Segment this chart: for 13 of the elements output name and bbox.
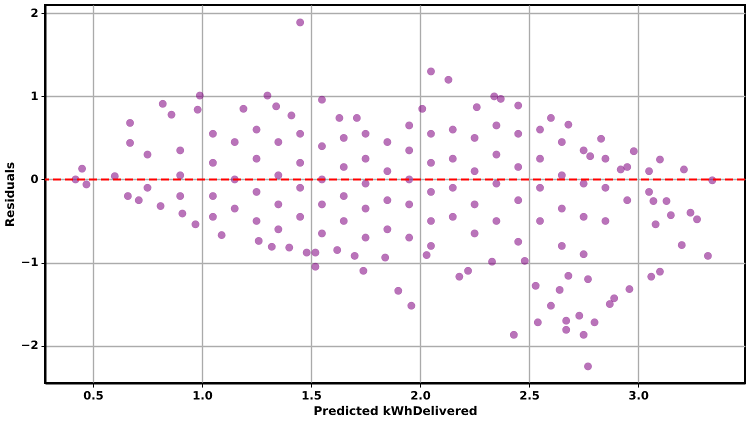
y-axis-title: Residuals (2, 162, 17, 228)
y-tick-label: −2 (20, 338, 38, 352)
x-tick-label: 2.5 (519, 388, 540, 402)
x-tick-label: 2.0 (410, 388, 431, 402)
y-tick-label: 0 (30, 172, 38, 186)
x-axis-title: Predicted kWhDelivered (313, 404, 478, 418)
y-tick-label: 2 (30, 6, 38, 20)
x-tick-label: 1.5 (301, 388, 322, 402)
x-tick-label: 0.5 (83, 388, 104, 402)
x-tick-label: 1.0 (192, 388, 213, 402)
y-tick-label: −1 (20, 255, 38, 270)
y-tick-label: 1 (30, 88, 38, 103)
x-tick-label: 3.0 (628, 388, 649, 402)
